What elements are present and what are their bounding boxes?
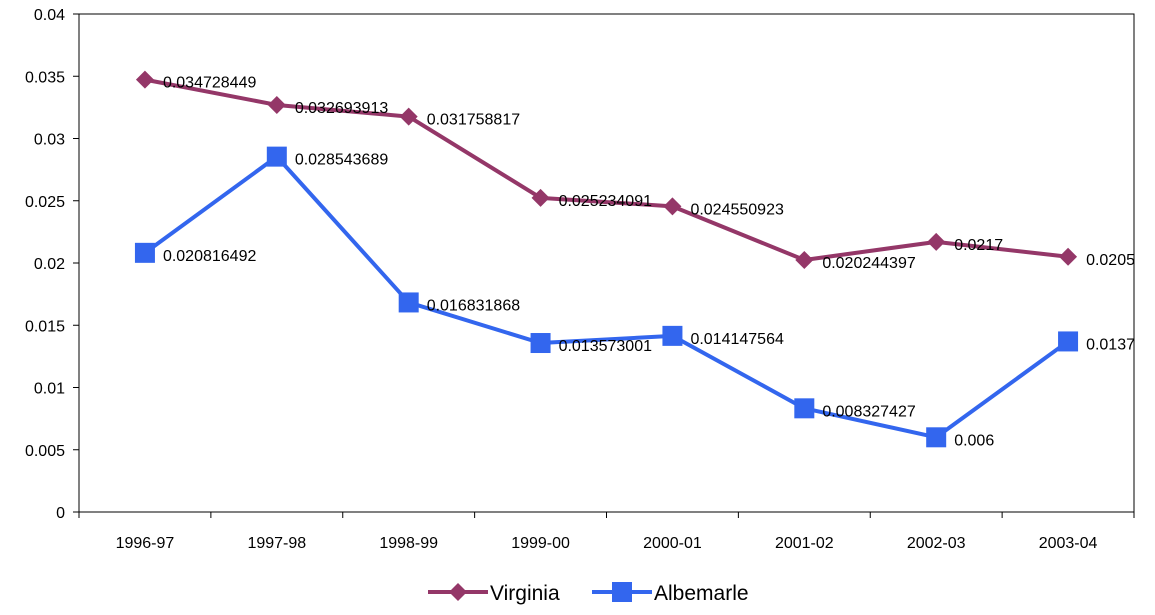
legend-item-virginia: Virginia: [428, 582, 560, 605]
x-tick-label: 1996-97: [116, 535, 175, 552]
x-tick-label: 1997-98: [247, 535, 306, 552]
data-label-albemarle: 0.008327427: [822, 403, 916, 420]
data-label-albemarle: 0.028543689: [295, 152, 389, 169]
y-tick-label: 0.04: [34, 7, 65, 24]
y-tick-label: 0.035: [25, 69, 65, 86]
series-line-virginia: [144, 77, 1069, 262]
point-virginia: [663, 197, 682, 216]
point-virginia: [1059, 247, 1078, 266]
legend-marker-virginia: [449, 583, 467, 601]
point-virginia: [135, 70, 154, 89]
point-albemarle: [398, 292, 419, 313]
y-tick-label: 0.025: [25, 194, 65, 211]
data-label-virginia: 0.034728449: [163, 75, 257, 92]
data-label-virginia: 0.020244397: [822, 255, 916, 272]
y-tick-label: 0.02: [34, 256, 65, 273]
data-label-albemarle: 0.016831868: [427, 297, 521, 314]
data-label-virginia: 0.024550923: [690, 201, 784, 218]
point-albemarle: [926, 427, 947, 448]
data-label-virginia: 0.032693913: [295, 100, 389, 117]
point-albemarle: [134, 242, 155, 263]
data-label-virginia: 0.0205: [1086, 252, 1135, 269]
x-tick-label: 2002-03: [907, 535, 966, 552]
point-virginia: [531, 188, 550, 207]
x-tick-label: 1999-00: [511, 535, 570, 552]
point-virginia: [399, 107, 418, 126]
series-layer: [134, 70, 1079, 448]
x-tick-label: 2000-01: [643, 535, 702, 552]
x-tick-label: 2003-04: [1039, 535, 1098, 552]
legend-item-albemarle: Albemarle: [592, 582, 749, 605]
data-label-albemarle: 0.0137: [1086, 336, 1135, 353]
point-albemarle: [1058, 331, 1079, 352]
y-tick-label: 0.01: [34, 381, 65, 398]
x-axis: 1996-97 1997-98 1998-99 1999-00 2000-01 2001-…: [78, 512, 1135, 552]
point-albemarle: [266, 146, 287, 167]
point-albemarle: [662, 325, 683, 346]
x-tick-label: 2001-02: [775, 535, 834, 552]
legend-marker-albemarle: [612, 582, 632, 602]
data-label-albemarle: 0.006: [954, 432, 994, 449]
point-albemarle: [794, 398, 815, 419]
plot-area: [78, 13, 1135, 513]
point-virginia: [795, 250, 814, 269]
point-virginia: [267, 95, 286, 114]
y-tick-label: 0.005: [25, 443, 65, 460]
y-tick-label: 0: [56, 505, 65, 522]
y-axis: 0 0.005 0.01 0.015 0.02 0.025 0.03 0.035 0.04: [25, 7, 79, 522]
point-virginia: [927, 232, 946, 251]
data-label-virginia: 0.031758817: [427, 112, 521, 129]
data-label-virginia: 0.0217: [954, 237, 1003, 254]
point-albemarle: [530, 333, 551, 354]
series-line-albemarle: [143, 154, 1070, 440]
legend: Virginia Albemarle: [428, 582, 749, 605]
data-labels: 0.034728449 0.032693913 0.031758817 0.02523…: [163, 75, 1135, 450]
data-label-virginia: 0.025234091: [559, 193, 653, 210]
data-label-albemarle: 0.013573001: [559, 338, 653, 355]
x-tick-label: 1998-99: [379, 535, 438, 552]
series-virginia: [135, 70, 1078, 269]
series-albemarle: [134, 146, 1079, 448]
legend-label-albemarle: Albemarle: [654, 582, 749, 605]
data-label-albemarle: 0.014147564: [690, 331, 784, 348]
y-tick-label: 0.015: [25, 318, 65, 335]
legend-label-virginia: Virginia: [490, 582, 560, 605]
data-label-albemarle: 0.020816492: [163, 248, 257, 265]
y-tick-label: 0.03: [34, 132, 65, 149]
